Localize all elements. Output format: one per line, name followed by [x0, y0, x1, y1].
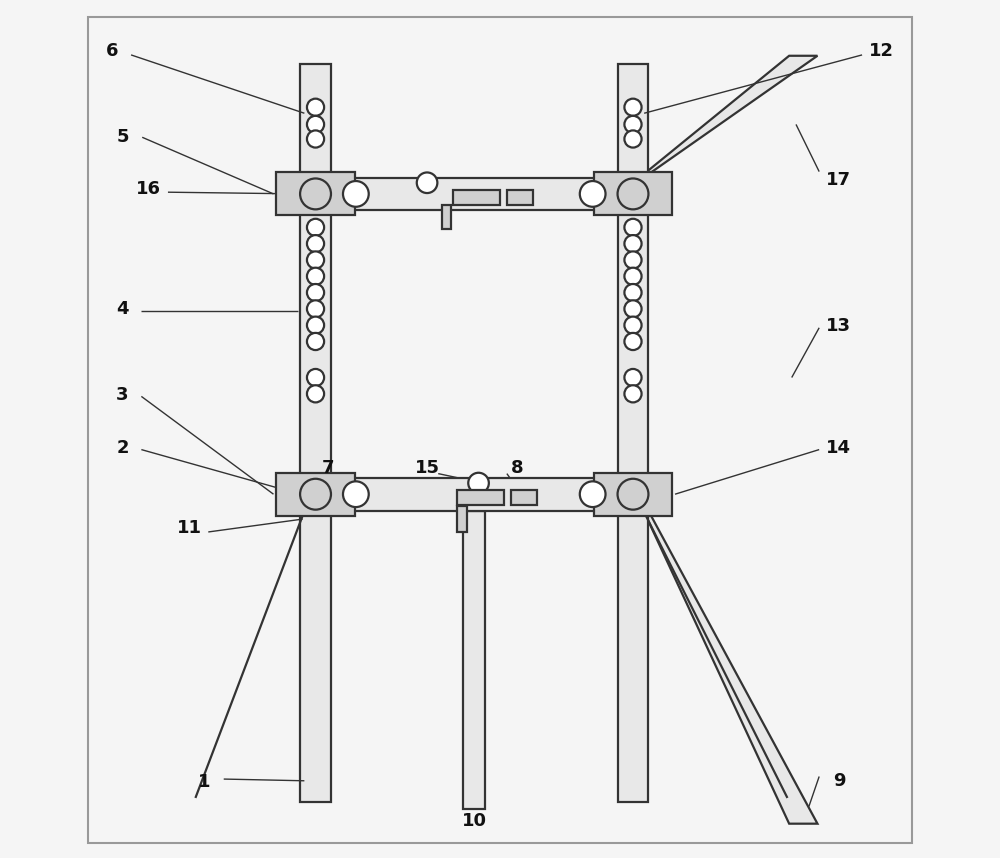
- Text: 11: 11: [177, 519, 202, 536]
- Circle shape: [307, 385, 324, 402]
- Circle shape: [307, 317, 324, 334]
- Text: 10: 10: [462, 813, 487, 830]
- Circle shape: [624, 284, 642, 301]
- Circle shape: [624, 219, 642, 236]
- Circle shape: [468, 473, 489, 493]
- Bar: [594, 473, 672, 516]
- Circle shape: [307, 130, 324, 148]
- Circle shape: [624, 385, 642, 402]
- Circle shape: [580, 181, 606, 207]
- Circle shape: [307, 251, 324, 269]
- Text: 13: 13: [826, 317, 851, 335]
- Bar: [276, 473, 355, 516]
- Circle shape: [417, 172, 437, 193]
- Circle shape: [624, 116, 642, 133]
- Circle shape: [343, 181, 369, 207]
- Text: 14: 14: [826, 439, 851, 456]
- Bar: [511, 490, 537, 505]
- Circle shape: [307, 235, 324, 252]
- Circle shape: [307, 369, 324, 386]
- Circle shape: [624, 300, 642, 317]
- Bar: [457, 490, 504, 505]
- Bar: [618, 64, 648, 802]
- Polygon shape: [646, 516, 817, 824]
- Circle shape: [618, 479, 648, 510]
- Text: 6: 6: [106, 43, 118, 60]
- Circle shape: [307, 116, 324, 133]
- Circle shape: [624, 317, 642, 334]
- Bar: [442, 205, 451, 229]
- Bar: [453, 190, 500, 205]
- Bar: [457, 506, 467, 532]
- Text: 16: 16: [136, 180, 161, 197]
- Text: 4: 4: [116, 300, 129, 317]
- Circle shape: [624, 130, 642, 148]
- Circle shape: [307, 333, 324, 350]
- Bar: [296, 178, 653, 210]
- Text: 12: 12: [869, 43, 894, 60]
- Bar: [276, 172, 355, 215]
- Circle shape: [624, 251, 642, 269]
- Circle shape: [307, 284, 324, 301]
- Bar: [594, 172, 672, 215]
- Polygon shape: [646, 56, 817, 172]
- Circle shape: [300, 479, 331, 510]
- Circle shape: [624, 99, 642, 116]
- Circle shape: [624, 333, 642, 350]
- Circle shape: [300, 178, 331, 209]
- Circle shape: [624, 268, 642, 285]
- Text: 2: 2: [116, 439, 129, 456]
- Text: 1: 1: [198, 774, 210, 791]
- Circle shape: [580, 481, 606, 507]
- Bar: [507, 190, 533, 205]
- Text: 3: 3: [116, 386, 129, 403]
- Text: 15: 15: [415, 459, 440, 476]
- Circle shape: [343, 481, 369, 507]
- Text: 9: 9: [833, 772, 845, 789]
- Bar: [463, 511, 485, 809]
- Circle shape: [307, 219, 324, 236]
- Circle shape: [618, 178, 648, 209]
- Text: 17: 17: [826, 172, 851, 189]
- Circle shape: [307, 268, 324, 285]
- Bar: [300, 64, 331, 802]
- Circle shape: [624, 235, 642, 252]
- Circle shape: [624, 369, 642, 386]
- Text: 8: 8: [511, 459, 523, 476]
- Text: 5: 5: [116, 129, 129, 146]
- Circle shape: [307, 300, 324, 317]
- Text: 7: 7: [322, 459, 335, 476]
- Bar: [296, 478, 653, 511]
- Circle shape: [307, 99, 324, 116]
